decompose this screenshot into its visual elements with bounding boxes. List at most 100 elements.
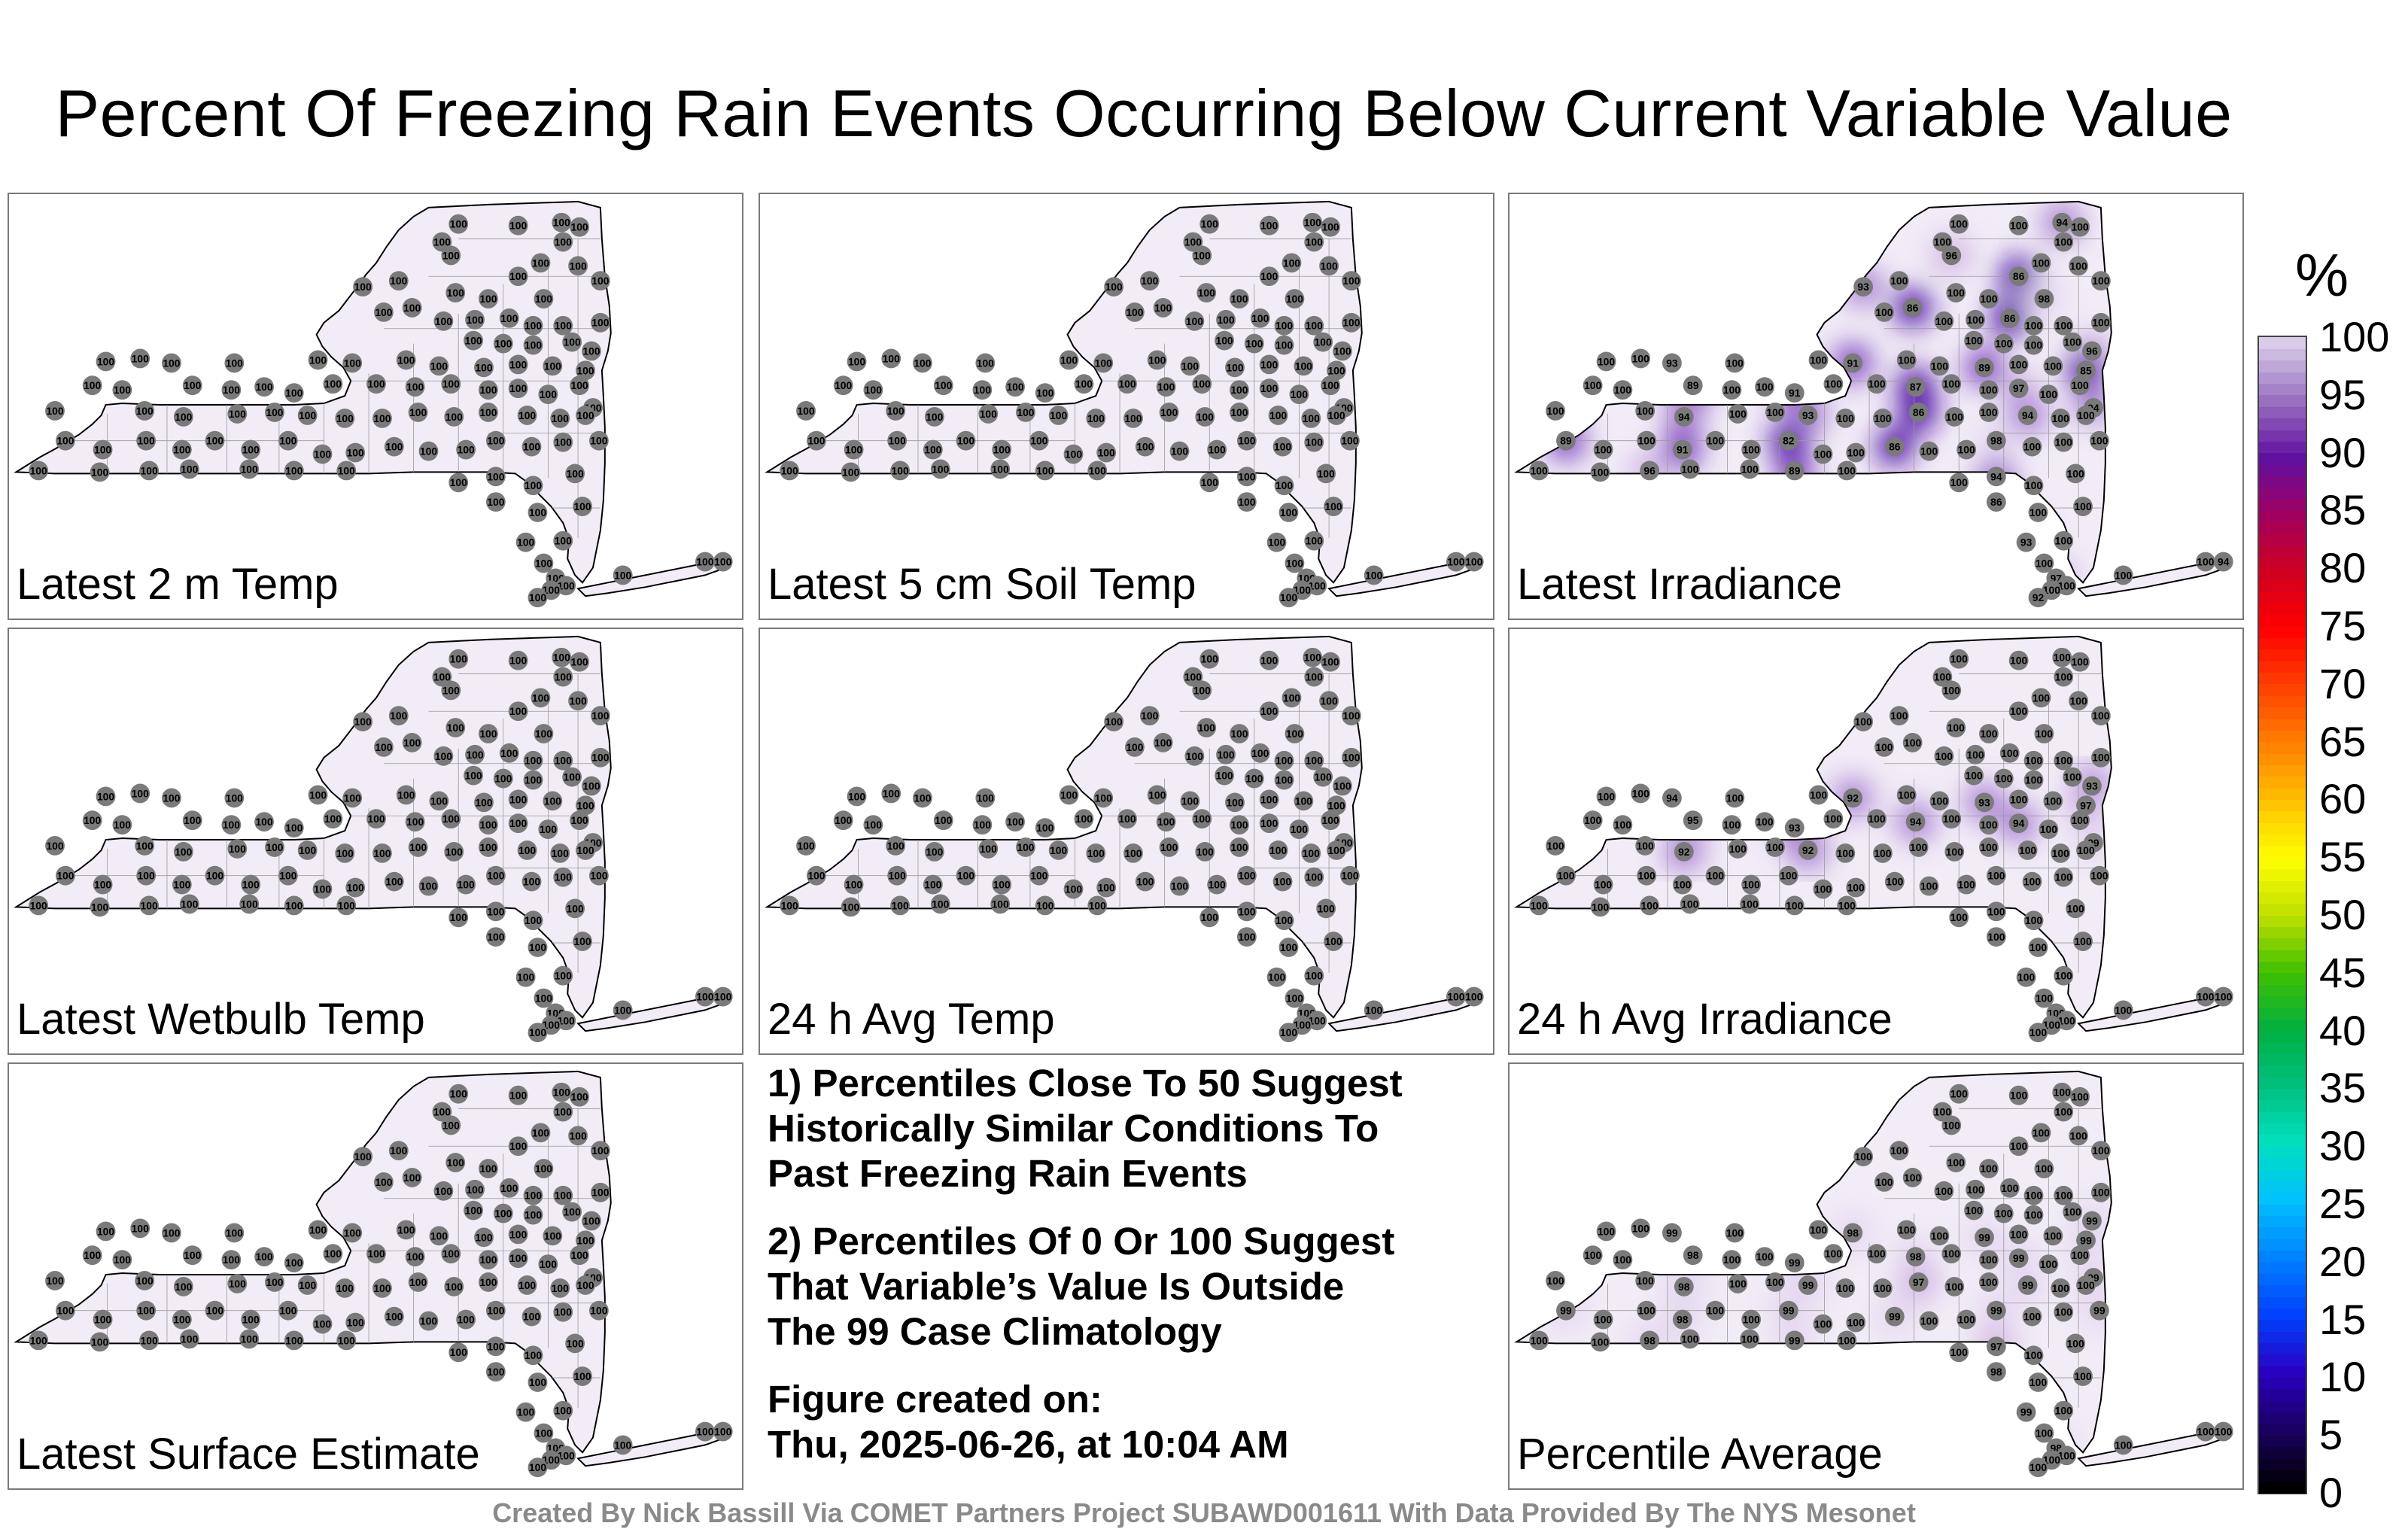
station-value: 82: [1783, 435, 1795, 447]
station-value: 100: [2025, 914, 2042, 926]
station-value: 100: [1148, 789, 1166, 801]
station-marker: 100: [1929, 1226, 1950, 1246]
colorbar-segment: [2259, 1330, 2306, 1343]
station-marker: 100: [1341, 747, 1361, 768]
station-marker: 100: [863, 815, 883, 835]
station-dot: [562, 767, 582, 787]
station-marker: 100: [1889, 706, 1909, 726]
station-value: 100: [1327, 364, 1345, 376]
station-marker: 100: [1846, 1312, 1866, 1333]
station-dot: [1153, 298, 1173, 318]
station-value: 100: [385, 1311, 403, 1323]
station-marker: 100: [408, 837, 428, 857]
station-dot: [2039, 385, 2059, 405]
station-marker: 100: [221, 815, 242, 835]
station-marker: 100: [515, 1402, 536, 1422]
station-marker: 100: [1104, 277, 1124, 297]
station-marker: 100: [499, 1178, 519, 1198]
station-marker: 100: [534, 724, 554, 743]
station-dot: [553, 667, 573, 687]
station-dot: [278, 865, 298, 886]
station-value: 100: [797, 840, 814, 852]
state-outline: [765, 635, 1363, 1019]
station-marker: 100: [1274, 315, 1294, 336]
station-value: 100: [555, 755, 572, 767]
station-dot: [112, 380, 132, 400]
station-value: 100: [487, 931, 504, 943]
station-dot: [418, 441, 439, 461]
station-value: 100: [1890, 710, 1908, 722]
station-marker: 100: [531, 253, 551, 273]
station-value: 100: [181, 1333, 198, 1345]
station-value: 97: [2013, 382, 2025, 394]
station-marker: 100: [1259, 266, 1279, 287]
station-value: 100: [1280, 506, 1297, 518]
station-marker: 100: [284, 818, 304, 838]
station-marker: 100: [239, 894, 260, 914]
station-dot: [1944, 841, 1965, 862]
station-value: 100: [1306, 320, 1323, 332]
station-marker: 100: [112, 380, 132, 400]
station-dot: [182, 1245, 202, 1266]
station-marker: 100: [2034, 1423, 2054, 1443]
station-dot: [2076, 1230, 2096, 1251]
station-value: 100: [442, 684, 460, 696]
station-dot: [474, 1227, 494, 1248]
station-marker: 100: [2022, 436, 2042, 457]
station-value: 100: [94, 444, 111, 456]
station-marker: 100: [1446, 986, 1466, 1007]
station-dot: [1556, 1300, 1576, 1321]
station-value: 100: [442, 378, 460, 390]
station-value: 100: [2043, 584, 2060, 596]
station-value: 99: [1889, 1311, 1901, 1323]
station-marker: 100: [565, 1333, 585, 1354]
station-dot: [890, 460, 911, 481]
station-marker: 100: [2051, 408, 2071, 428]
station-dot: [1274, 335, 1294, 355]
colorbar-segment: [2259, 695, 2306, 708]
station-dot: [2054, 867, 2074, 887]
station-value: 100: [1920, 445, 1938, 457]
station-value: 100: [30, 1334, 47, 1346]
station-marker: 93: [1784, 818, 1804, 838]
station-marker: 100: [528, 1023, 548, 1043]
station-dot: [1196, 718, 1217, 737]
station-value: 100: [1309, 1014, 1326, 1026]
station-marker: 100: [1244, 333, 1264, 354]
station-dot: [1680, 459, 1700, 479]
station-marker: 100: [890, 460, 911, 481]
station-value: 100: [1592, 1336, 1609, 1348]
station-value: 100: [1327, 844, 1345, 856]
station-marker: 100: [353, 712, 373, 732]
station-marker: 94: [2008, 813, 2029, 834]
station-marker: 100: [1117, 374, 1137, 394]
station-dot: [2057, 576, 2077, 596]
station-value: 100: [1980, 1276, 1997, 1288]
station-value: 100: [524, 774, 542, 786]
station-value: 100: [229, 843, 246, 855]
station-dot: [1934, 311, 1954, 331]
station-dot: [2113, 1435, 2133, 1455]
station-marker: 100: [515, 532, 536, 552]
station-value: 100: [1868, 813, 1885, 825]
station-value: 100: [30, 899, 47, 911]
station-marker: 100: [570, 652, 589, 672]
station-marker: 100: [1236, 492, 1257, 512]
map-panel-24h-avg-temp: 100 100 100 100 100 100 100 100 100 100 100 100 100 1…: [759, 628, 1494, 1055]
station-dot: [96, 786, 116, 807]
station-dot: [1590, 897, 1610, 917]
station-dot: [1905, 812, 1926, 832]
station-dot: [1674, 1276, 1694, 1296]
station-marker: 100: [582, 776, 601, 796]
station-marker: 100: [1725, 353, 1745, 373]
station-marker: 100: [863, 380, 883, 400]
station-value: 100: [1286, 728, 1303, 740]
station-value: 100: [1966, 749, 1984, 761]
colorbar-segment: [2259, 476, 2306, 488]
station-value: 100: [2029, 1461, 2047, 1473]
station-dot: [1192, 245, 1212, 266]
station-marker: 100: [335, 408, 355, 428]
station-dot: [29, 895, 49, 916]
station-marker: 100: [336, 895, 357, 916]
